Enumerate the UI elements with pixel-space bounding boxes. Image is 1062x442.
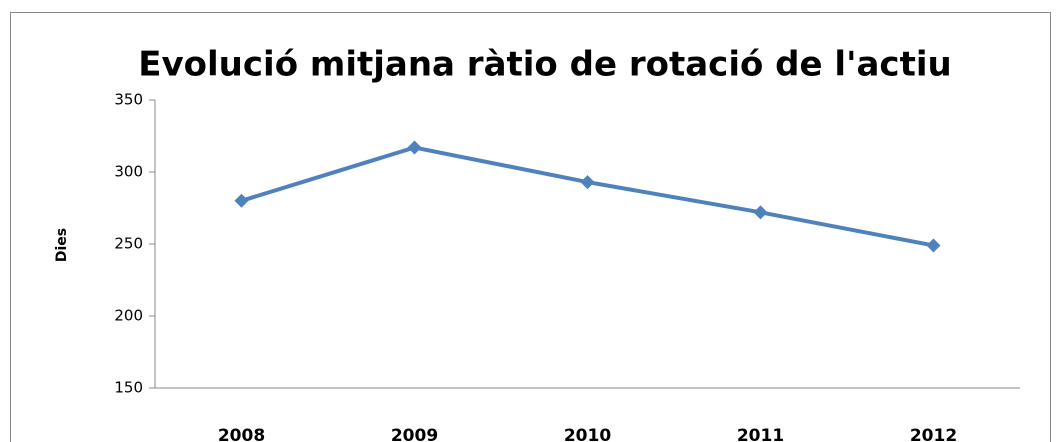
y-tick-label: 150 xyxy=(114,379,143,397)
marker xyxy=(407,140,422,155)
y-tick-label: 250 xyxy=(114,235,143,253)
marker xyxy=(753,205,768,220)
x-tick-label: 2011 xyxy=(737,426,784,442)
chart-title: Evolució mitjana ràtio de rotació de l'a… xyxy=(138,45,951,85)
marker xyxy=(580,175,595,190)
chart-border xyxy=(10,12,1051,442)
x-tick-label: 2012 xyxy=(910,426,957,442)
y-tick-label: 200 xyxy=(114,307,143,325)
x-tick-label: 2008 xyxy=(218,426,265,442)
y-axis-label: Dies xyxy=(54,228,70,262)
marker xyxy=(926,238,941,253)
y-tick-label: 350 xyxy=(114,91,143,109)
marker xyxy=(234,193,249,208)
x-tick-label: 2010 xyxy=(564,426,611,442)
y-tick-label: 300 xyxy=(114,163,143,181)
x-tick-label: 2009 xyxy=(391,426,438,442)
